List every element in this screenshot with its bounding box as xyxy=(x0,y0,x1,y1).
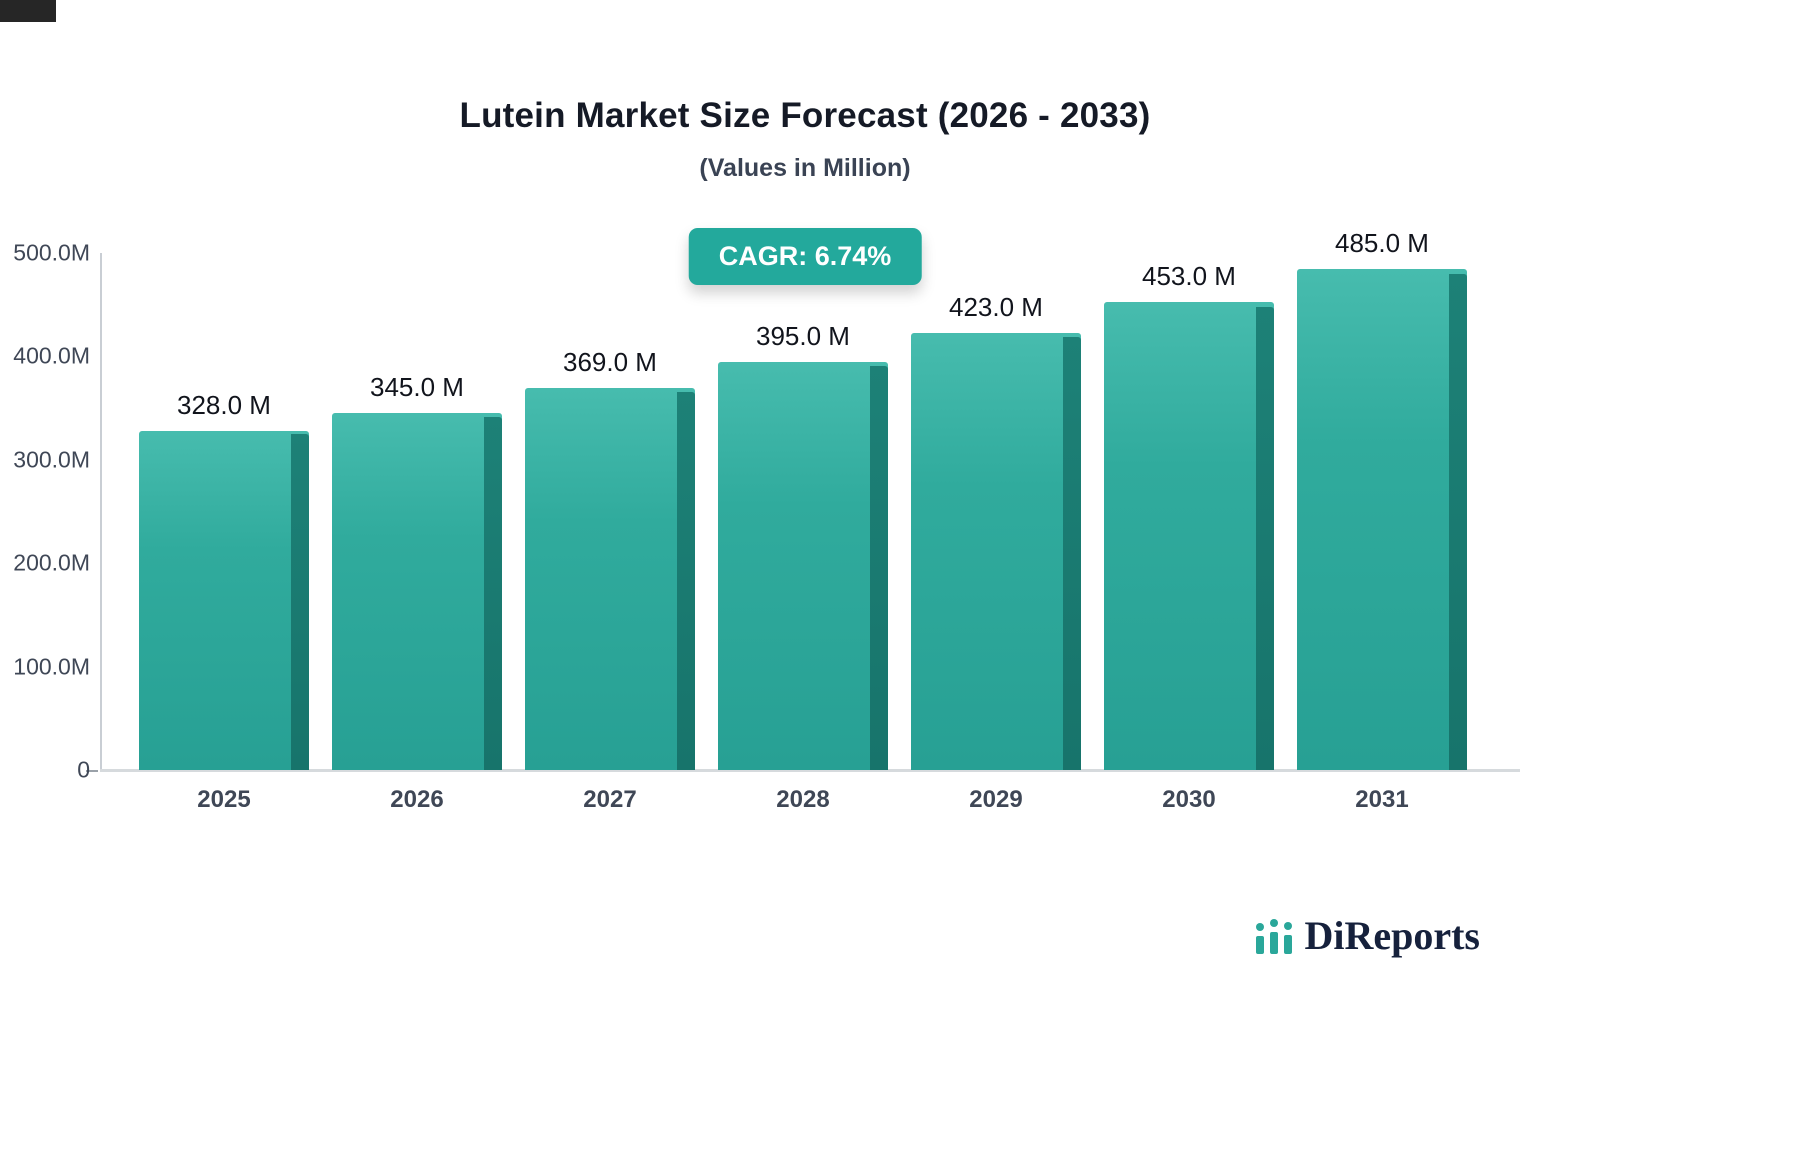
direports-logo: DiReports xyxy=(1254,916,1480,956)
x-axis-label-2030: 2030 xyxy=(1162,786,1216,813)
title-block: Lutein Market Size Forecast (2026 - 2033… xyxy=(0,96,1610,183)
bar-value-label: 345.0 M xyxy=(370,372,464,402)
x-axis-label-2025: 2025 xyxy=(197,786,251,813)
bar-value-label: 328.0 M xyxy=(177,390,271,420)
bar-face xyxy=(718,362,888,770)
zero-tick-mark xyxy=(86,770,98,772)
x-axis-label-2029: 2029 xyxy=(969,786,1023,813)
x-axis-label-2026: 2026 xyxy=(390,786,444,813)
logo-bars-icon xyxy=(1256,919,1293,954)
bar-face xyxy=(1104,302,1274,770)
y-tick-label: 500.0M xyxy=(13,239,90,266)
bar-2026[interactable]: 345.0 M xyxy=(332,372,502,770)
bar-value-label: 423.0 M xyxy=(949,292,1043,322)
x-axis-line xyxy=(100,769,1520,772)
bar-side-shade xyxy=(1256,306,1274,770)
bar-face xyxy=(1297,269,1467,770)
bar-side-shade xyxy=(484,416,502,770)
logo-text: DiReports xyxy=(1304,913,1480,958)
bar-face xyxy=(911,333,1081,770)
bar-side-shade xyxy=(870,366,888,770)
bar-value-label: 453.0 M xyxy=(1142,261,1236,291)
bar-2028[interactable]: 395.0 M xyxy=(718,321,888,770)
bar-face xyxy=(332,413,502,770)
y-tick-label: 200.0M xyxy=(13,549,90,576)
y-axis-line xyxy=(100,253,102,770)
bar-side-shade xyxy=(1449,274,1467,770)
bar-value-label: 369.0 M xyxy=(563,347,657,377)
x-axis-label-2028: 2028 xyxy=(776,786,830,813)
bar-face xyxy=(139,431,309,770)
bar-value-label: 395.0 M xyxy=(756,321,850,351)
bar-2027[interactable]: 369.0 M xyxy=(525,347,695,770)
x-axis-label-2031: 2031 xyxy=(1355,786,1409,813)
bar-face xyxy=(525,388,695,770)
y-tick-label: 300.0M xyxy=(13,446,90,473)
bar-2030[interactable]: 453.0 M xyxy=(1104,261,1274,770)
bar-2031[interactable]: 485.0 M xyxy=(1297,228,1467,770)
bar-value-label: 485.0 M xyxy=(1335,228,1429,258)
bar-2025[interactable]: 328.0 M xyxy=(139,390,309,770)
bar-side-shade xyxy=(677,391,695,770)
corner-artifact xyxy=(0,0,56,22)
bar-side-shade xyxy=(1063,337,1081,770)
y-tick-label: 100.0M xyxy=(13,653,90,680)
chart-subtitle: (Values in Million) xyxy=(699,154,911,182)
y-tick-label: 400.0M xyxy=(13,342,90,369)
chart-title: Lutein Market Size Forecast (2026 - 2033… xyxy=(459,96,1151,135)
x-axis-label-2027: 2027 xyxy=(583,786,637,813)
bar-2029[interactable]: 423.0 M xyxy=(911,292,1081,770)
y-tick-label: 0 xyxy=(77,756,90,783)
bar-side-shade xyxy=(291,434,309,770)
cagr-badge: CAGR: 6.74% xyxy=(688,228,922,285)
